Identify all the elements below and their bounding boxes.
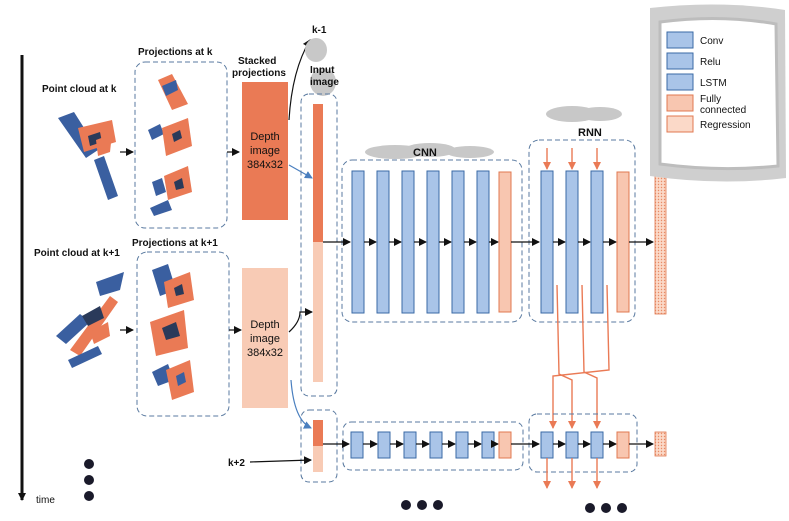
legend-swatch	[666, 94, 694, 112]
legend-label: Fully	[700, 94, 721, 105]
depth-k1-line3: 384x32	[247, 347, 283, 359]
point-cloud-k1-graphic	[56, 272, 124, 368]
point-cloud-k-graphic	[58, 112, 118, 200]
frame-next-label: k+2	[228, 458, 245, 469]
cloud-shapes	[305, 38, 622, 159]
depth-k1-line2: image	[250, 333, 280, 345]
conv-layer	[376, 170, 390, 314]
cnn-box	[341, 159, 523, 323]
legend-swatch	[666, 73, 694, 91]
input-next-top	[313, 420, 323, 446]
stacked-label-line1: Stacked	[238, 56, 276, 67]
conv-layer	[426, 170, 440, 314]
conv-layer	[476, 170, 490, 314]
rnn-box	[528, 139, 636, 323]
input-image-box	[300, 93, 338, 397]
projections-k1-box	[136, 251, 230, 417]
input-image-top	[313, 104, 323, 242]
fc-layer	[616, 171, 630, 313]
conv-layer	[351, 170, 365, 314]
projections-k-label: Projections at k	[138, 47, 213, 58]
depth-k-line1: Depth	[250, 131, 279, 143]
conv-layer	[403, 431, 417, 459]
legend-label: Relu	[700, 57, 721, 68]
point-cloud-k-label: Point cloud at k	[42, 84, 117, 95]
cnn-lower-box	[342, 421, 524, 471]
fc-layer	[498, 431, 512, 459]
regression-lower	[654, 431, 667, 457]
legend-swatch	[666, 52, 694, 70]
conv-layer	[429, 431, 443, 459]
depth-k-line3: 384x32	[247, 159, 283, 171]
regression-upper	[654, 171, 667, 315]
rnn-label: RNN	[578, 127, 602, 139]
continuation-dots	[84, 459, 627, 513]
stacked-label-line2: projections	[232, 68, 286, 79]
rnn-lower-box	[528, 413, 638, 473]
rnn-upper-layers	[540, 148, 630, 314]
cnn-label: CNN	[413, 147, 437, 159]
depth-k-line2: image	[250, 145, 280, 157]
lstm-layer	[565, 431, 579, 459]
projections-k1-label: Projections at k+1	[132, 238, 218, 249]
lstm-layer	[590, 170, 604, 314]
conv-layer	[377, 431, 391, 459]
input-image-bottom	[313, 242, 323, 382]
fc-layer	[616, 431, 630, 459]
lstm-layer	[590, 431, 604, 459]
input-next-bottom	[313, 446, 323, 472]
depth-k1-line1: Depth	[250, 319, 279, 331]
conv-layer	[350, 431, 364, 459]
time-axis: time	[18, 55, 55, 506]
legend-label: LSTM	[700, 78, 727, 89]
conv-layer	[401, 170, 415, 314]
frame-prev-label: k-1	[312, 25, 327, 36]
legend-label-line2: connected	[700, 105, 746, 116]
input-image-line1: Input	[310, 65, 335, 76]
legend-swatch	[666, 115, 694, 133]
conv-layer	[451, 170, 465, 314]
depth-image-k1	[242, 268, 288, 408]
cnn-upper-layers	[351, 170, 512, 314]
fc-layer	[498, 171, 512, 313]
legend-label: Conv	[700, 36, 723, 47]
input-image-line2: image	[310, 77, 339, 88]
point-cloud-k1-label: Point cloud at k+1	[34, 248, 120, 259]
time-label: time	[36, 495, 55, 506]
depth-image-k	[242, 82, 288, 220]
legend-swatch	[666, 31, 694, 49]
conv-layer	[455, 431, 469, 459]
rnn-lower-layers	[540, 431, 630, 489]
conv-layer	[481, 431, 495, 459]
projections-k-box	[134, 61, 228, 229]
projections-k1-graphic	[150, 264, 194, 400]
lstm-layer	[565, 170, 579, 314]
lstm-layer	[540, 170, 554, 314]
cnn-lower-layers	[350, 431, 512, 459]
legend-label: Regression	[700, 120, 751, 131]
input-image-next-box	[300, 409, 338, 483]
lstm-layer	[540, 431, 554, 459]
projections-k-graphic	[148, 74, 192, 216]
recurrent-links	[549, 284, 610, 429]
